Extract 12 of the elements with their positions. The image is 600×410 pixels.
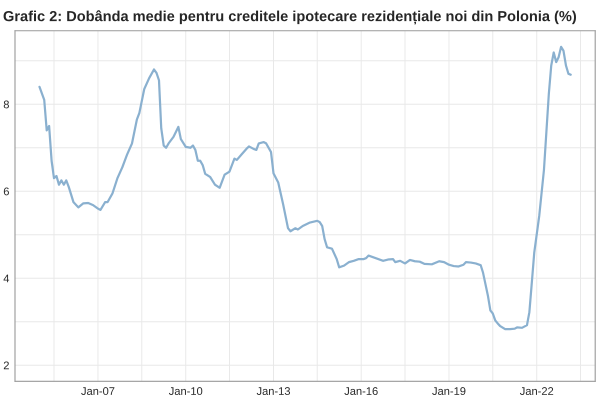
y-tick-label: 6 <box>4 188 9 196</box>
y-tick-label: 8 <box>4 100 9 108</box>
x-tick-label: Jan-16 <box>344 387 378 396</box>
x-tick-label: Jan-07 <box>81 387 114 396</box>
line-series <box>38 46 572 330</box>
x-tick-label: Jan-22 <box>520 387 554 396</box>
y-tick-label: 2 <box>4 361 9 370</box>
x-tick-label: Jan-19 <box>432 387 466 396</box>
x-tick-label: Jan-13 <box>256 387 290 396</box>
chart-title: Grafic 2: Dobânda medie pentru creditele ipotecare rezidențiale noi din Polonia (%) <box>4 10 576 25</box>
x-tick-label: Jan-10 <box>168 387 202 396</box>
y-tick-label: 4 <box>4 274 10 282</box>
